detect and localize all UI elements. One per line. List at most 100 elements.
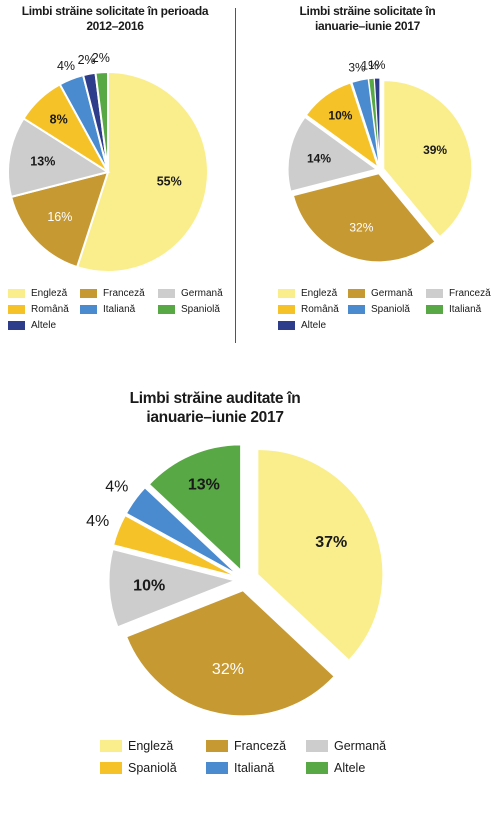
pie-slice-label-italiana: 4% <box>57 59 75 73</box>
legend-swatch <box>100 740 122 752</box>
legend-item-germana: Germană <box>158 287 230 300</box>
pie-slice-label-engleza: 39% <box>423 143 447 157</box>
pie-slice-label-germana: 32% <box>349 220 373 234</box>
legend-label: Engleză <box>128 739 174 753</box>
legend-swatch <box>100 762 122 774</box>
pie-slice-franceza <box>287 116 378 192</box>
legend-item-romana: Română <box>278 303 342 316</box>
legend-label: Spaniolă <box>128 761 177 775</box>
pie-slice-engleza <box>257 448 384 661</box>
legend-item-altele: Altele <box>8 319 74 332</box>
legend-label: Altele <box>301 320 327 331</box>
legend-item-altele: Altele <box>306 760 398 776</box>
legend-label: Spaniolă <box>371 304 410 315</box>
pie-slice-label-engleza: 37% <box>315 534 347 551</box>
pie-slice-label-spaniola: 2% <box>92 51 110 65</box>
legend-2012-2016-requested: Engleză Franceză Germană Română Italiană Span… <box>8 287 230 332</box>
chart-title-2012-2016-requested: Limbi străine solicitate în perioada 201… <box>21 4 209 33</box>
pie-slice-romana <box>305 82 379 169</box>
legend-label: Franceză <box>103 288 145 299</box>
legend-swatch <box>426 305 443 314</box>
pie-slice-altele <box>373 77 381 167</box>
legend-label: Engleză <box>31 288 68 299</box>
pie-slice-germana <box>108 548 236 628</box>
pie-slice-spaniola <box>94 70 109 173</box>
legend-label: Italiană <box>449 304 482 315</box>
legend-swatch <box>8 289 25 298</box>
legend-swatch <box>426 289 443 298</box>
pie-chart-0: 55%16%13%8%4% 2%2% <box>7 51 209 273</box>
legend-label: Italiană <box>234 761 275 775</box>
legend-swatch <box>80 289 97 298</box>
legend-item-altele: Altele <box>278 319 342 332</box>
pie-chart-1: 39% 32% 14% 10% 3%1%1% <box>287 58 473 263</box>
legend-label: Altele <box>31 320 57 331</box>
pie-slice-label-franceza: 14% <box>307 151 331 165</box>
legend-label: Engleză <box>301 288 338 299</box>
legend-swatch <box>278 305 295 314</box>
pie-slice-altele <box>148 444 242 572</box>
pie-slice-engleza <box>383 80 473 238</box>
legend-label: Altele <box>334 761 366 775</box>
legend-item-spaniola: Spaniolă <box>158 303 230 316</box>
legend-2017-requested: Engleză Germană Franceză Română Spaniolă Ital… <box>278 287 498 332</box>
chart-divider <box>235 8 236 343</box>
pie-slice-spaniola <box>351 78 380 167</box>
legend-item-germana: Germană <box>348 287 420 300</box>
legend-item-italiana: Italiană <box>206 760 300 776</box>
pie-slice-engleza <box>75 70 209 273</box>
chart-title-2017-audited: Limbi străine auditate în ianuarie–iunie… <box>129 390 301 427</box>
legend-label: Română <box>301 304 339 315</box>
pie-slice-label-romana: 10% <box>328 109 352 123</box>
legend-label: Italiană <box>103 304 136 315</box>
legend-swatch <box>8 305 25 314</box>
legend-label: Franceză <box>234 739 287 753</box>
legend-2017-audited: Engleză Franceză Germană Spaniolă Italiană Al… <box>100 738 398 776</box>
legend-swatch <box>206 740 228 752</box>
pie-slice-label-italiana: 4% <box>105 478 128 495</box>
legend-label: Spaniolă <box>181 304 220 315</box>
legend-item-italiana: Italiană <box>80 303 152 316</box>
pie-slice-label-altele: 1% <box>368 58 386 72</box>
legend-item-spaniola: Spaniolă <box>348 303 420 316</box>
pie-slice-label-franceza: 32% <box>212 661 244 678</box>
pie-slice-label-spaniola: 3% <box>348 60 366 74</box>
legend-swatch <box>158 305 175 314</box>
legend-item-romana: Română <box>8 303 74 316</box>
pie-slice-label-romana: 8% <box>50 113 68 127</box>
pie-slice-italiana <box>125 487 237 574</box>
legend-item-franceza: Franceză <box>206 738 300 754</box>
pie-slice-germana <box>7 117 111 199</box>
pie-slice-label-italiana: 1% <box>361 58 379 72</box>
legend-swatch <box>278 289 295 298</box>
legend-item-germana: Germană <box>306 738 398 754</box>
pie-slice-label-spaniola: 4% <box>86 513 109 530</box>
legend-label: Franceză <box>449 288 491 299</box>
legend-swatch <box>206 762 228 774</box>
legend-swatch <box>158 289 175 298</box>
legend-swatch <box>306 762 328 774</box>
legend-swatch <box>306 740 328 752</box>
pie-slice-label-germana: 13% <box>30 155 55 169</box>
pie-slice-label-altele: 13% <box>188 477 220 494</box>
pie-slice-label-franceza: 16% <box>47 210 72 224</box>
legend-label: Germană <box>334 739 387 753</box>
legend-swatch <box>278 321 295 330</box>
legend-item-franceza: Franceză <box>80 287 152 300</box>
legend-item-engleza: Engleză <box>278 287 342 300</box>
legend-item-italiana: Italiană <box>426 303 498 316</box>
legend-item-engleza: Engleză <box>8 287 74 300</box>
pie-slice-spaniola <box>113 515 236 577</box>
pie-chart-2: 37% 32% 10% 4% 4% 13% <box>86 444 384 717</box>
legend-swatch <box>348 305 365 314</box>
legend-item-spaniola: Spaniolă <box>100 760 200 776</box>
legend-item-franceza: Franceză <box>426 287 498 300</box>
legend-swatch <box>80 305 97 314</box>
pie-slice-franceza <box>9 170 110 269</box>
legend-swatch <box>348 289 365 298</box>
pie-slice-label-germana: 10% <box>133 578 165 595</box>
pie-slice-germana <box>292 173 436 263</box>
pie-slice-label-engleza: 55% <box>157 175 182 189</box>
pie-slice-franceza <box>126 590 335 717</box>
